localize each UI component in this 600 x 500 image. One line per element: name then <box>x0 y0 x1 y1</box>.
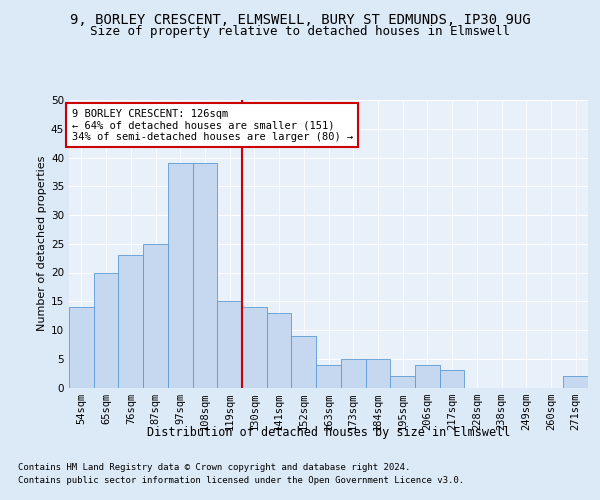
Bar <box>341 359 365 388</box>
Bar <box>118 256 143 388</box>
Bar <box>316 364 341 388</box>
Bar <box>242 307 267 388</box>
Bar <box>143 244 168 388</box>
Text: Size of property relative to detached houses in Elmswell: Size of property relative to detached ho… <box>90 25 510 38</box>
Bar <box>292 336 316 388</box>
Text: 9 BORLEY CRESCENT: 126sqm
← 64% of detached houses are smaller (151)
34% of semi: 9 BORLEY CRESCENT: 126sqm ← 64% of detac… <box>71 108 353 142</box>
Bar <box>440 370 464 388</box>
Text: 9, BORLEY CRESCENT, ELMSWELL, BURY ST EDMUNDS, IP30 9UG: 9, BORLEY CRESCENT, ELMSWELL, BURY ST ED… <box>70 12 530 26</box>
Bar <box>365 359 390 388</box>
Bar <box>415 364 440 388</box>
Bar <box>267 313 292 388</box>
Bar <box>563 376 588 388</box>
Bar <box>168 163 193 388</box>
Text: Distribution of detached houses by size in Elmswell: Distribution of detached houses by size … <box>147 426 511 439</box>
Bar <box>193 163 217 388</box>
Text: Contains public sector information licensed under the Open Government Licence v3: Contains public sector information licen… <box>18 476 464 485</box>
Bar <box>69 307 94 388</box>
Bar <box>94 272 118 388</box>
Bar <box>390 376 415 388</box>
Text: Contains HM Land Registry data © Crown copyright and database right 2024.: Contains HM Land Registry data © Crown c… <box>18 462 410 471</box>
Bar <box>217 301 242 388</box>
Y-axis label: Number of detached properties: Number of detached properties <box>37 156 47 332</box>
